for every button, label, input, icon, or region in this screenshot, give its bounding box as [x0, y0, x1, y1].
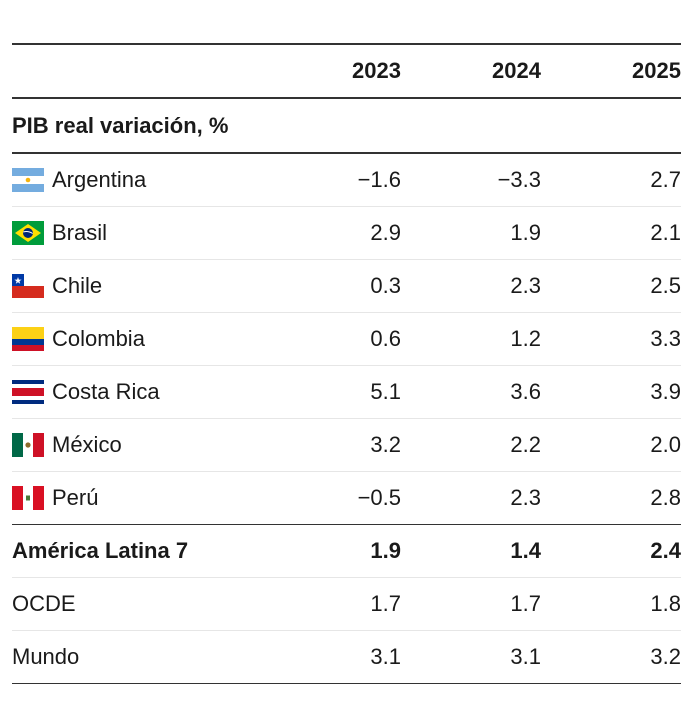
aggregate-row: Mundo 3.1 3.1 3.2 [12, 631, 681, 684]
brazil-flag-icon [12, 221, 44, 245]
section-title: PIB real variación, % [12, 112, 229, 138]
aggregate-row: OCDE 1.7 1.7 1.8 [12, 578, 681, 631]
country-name: Chile [52, 273, 103, 298]
value-2023: −1.6 [357, 167, 401, 192]
value-2025: 2.1 [650, 220, 681, 245]
value-2023: 5.1 [370, 379, 401, 404]
value-2023: 3.1 [370, 644, 401, 669]
value-2025: 3.9 [650, 379, 681, 404]
value-2024: 2.2 [510, 432, 541, 457]
value-2025: 3.3 [650, 326, 681, 351]
colombia-flag-icon [12, 327, 44, 351]
value-2024: 3.6 [510, 379, 541, 404]
col-header-2024: 2024 [492, 58, 541, 83]
table-row: Brasil 2.9 1.9 2.1 [12, 207, 681, 260]
value-2023: 0.6 [370, 326, 401, 351]
value-2023: 1.9 [370, 538, 401, 563]
country-name: Perú [52, 485, 99, 510]
country-name: Argentina [52, 167, 147, 192]
value-2023: 2.9 [370, 220, 401, 245]
value-2025: 2.4 [650, 538, 681, 563]
costa-rica-flag-icon [12, 380, 44, 404]
value-2025: 2.8 [650, 485, 681, 510]
value-2024: 2.3 [510, 273, 541, 298]
argentina-flag-icon [12, 168, 44, 192]
col-header-2023: 2023 [352, 58, 401, 83]
aggregate-row: América Latina 7 1.9 1.4 2.4 [12, 525, 681, 578]
chile-flag-icon [12, 274, 44, 298]
value-2024: 3.1 [510, 644, 541, 669]
table-row: México 3.2 2.2 2.0 [12, 419, 681, 472]
mexico-flag-icon [12, 433, 44, 457]
table-row: Colombia 0.6 1.2 3.3 [12, 313, 681, 366]
value-2025: 2.0 [650, 432, 681, 457]
country-name: México [52, 432, 122, 457]
value-2023: 3.2 [370, 432, 401, 457]
value-2024: 1.7 [510, 591, 541, 616]
value-2025: 3.2 [650, 644, 681, 669]
peru-flag-icon [12, 486, 44, 510]
value-2023: 0.3 [370, 273, 401, 298]
table-row: Perú −0.5 2.3 2.8 [12, 472, 681, 525]
table-row: Argentina −1.6 −3.3 2.7 [12, 154, 681, 207]
table-row: Costa Rica 5.1 3.6 3.9 [12, 366, 681, 419]
value-2024: 2.3 [510, 485, 541, 510]
header-row: 2023 2024 2025 [12, 45, 681, 99]
aggregate-name: América Latina 7 [12, 538, 189, 563]
value-2025: 1.8 [650, 591, 681, 616]
value-2024: −3.3 [497, 167, 541, 192]
country-name: Costa Rica [52, 379, 160, 404]
gdp-table: 2023 2024 2025 PIB real variación, % Arg… [12, 43, 681, 684]
value-2023: −0.5 [357, 485, 401, 510]
value-2024: 1.4 [510, 538, 541, 563]
value-2023: 1.7 [370, 591, 401, 616]
aggregate-name: OCDE [12, 591, 76, 616]
top-rule [12, 43, 681, 45]
section-title-row: PIB real variación, % [12, 99, 681, 154]
value-2024: 1.9 [510, 220, 541, 245]
value-2025: 2.7 [650, 167, 681, 192]
country-name: Brasil [52, 220, 108, 245]
aggregate-name: Mundo [12, 644, 80, 669]
table-row: Chile 0.3 2.3 2.5 [12, 260, 681, 313]
col-header-2025: 2025 [632, 58, 681, 83]
country-name: Colombia [52, 326, 145, 351]
value-2024: 1.2 [510, 326, 541, 351]
value-2025: 2.5 [650, 273, 681, 298]
